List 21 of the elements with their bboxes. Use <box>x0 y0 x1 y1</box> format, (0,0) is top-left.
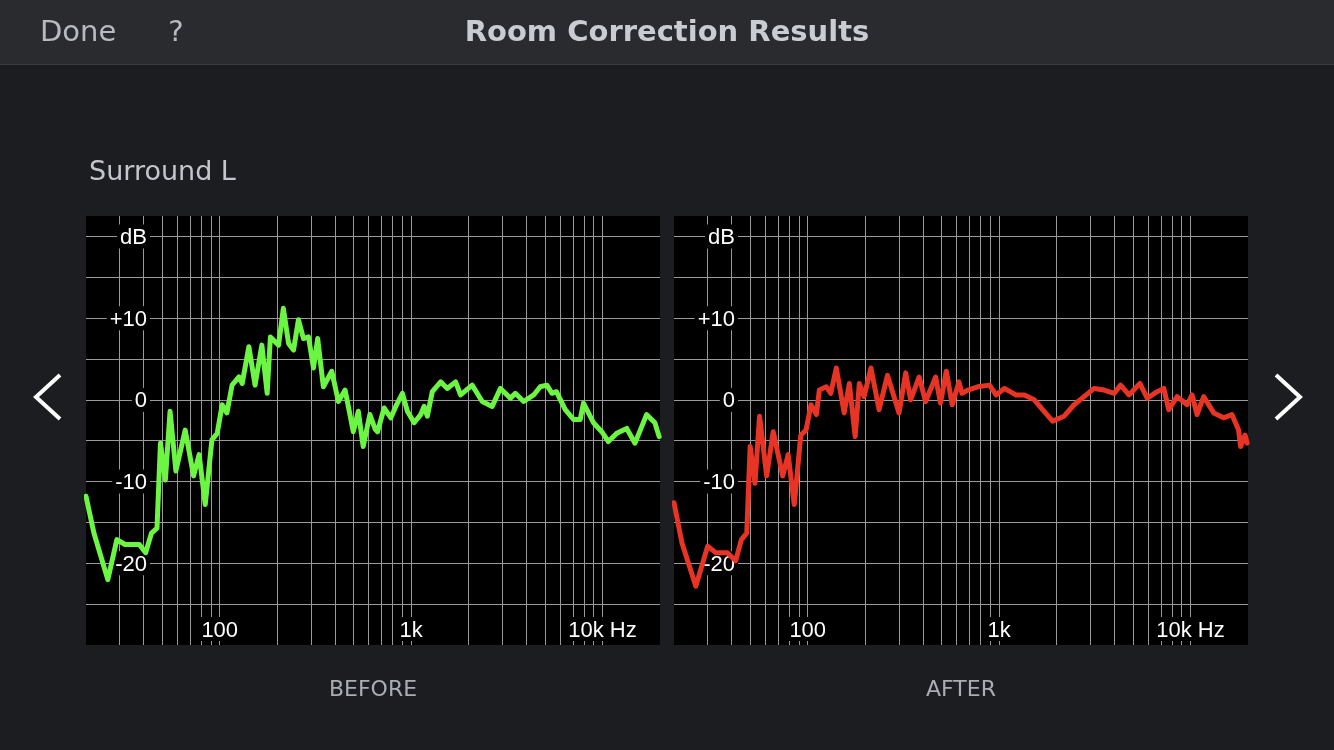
y-tick-label: -20 <box>115 550 147 576</box>
x-tick-label: 1k <box>987 616 1012 642</box>
y-tick-label: dB <box>708 223 735 249</box>
text: ? <box>168 14 184 48</box>
x-tick-label: 100 <box>201 616 239 642</box>
x-tick-label: 100 <box>789 616 827 642</box>
text: Done <box>40 14 117 48</box>
x-tick-label: 10k Hz <box>568 616 637 642</box>
x-tick-label: 1k <box>399 616 424 642</box>
y-tick-label: +10 <box>109 305 147 331</box>
y-tick-label: -10 <box>703 469 735 495</box>
y-tick-label: 0 <box>134 387 147 413</box>
x-axis-title: AFTER <box>926 675 996 701</box>
y-tick-label: dB <box>120 223 147 249</box>
x-axis-title: BEFORE <box>328 675 418 701</box>
y-tick-label: +10 <box>697 305 735 331</box>
y-tick-label: 0 <box>722 387 735 413</box>
chart-subtitle: Surround L <box>89 155 236 186</box>
chart-title: Room Correction Results <box>464 14 870 48</box>
y-tick-label: -10 <box>115 469 147 495</box>
x-tick-label: 10k Hz <box>1156 616 1225 642</box>
